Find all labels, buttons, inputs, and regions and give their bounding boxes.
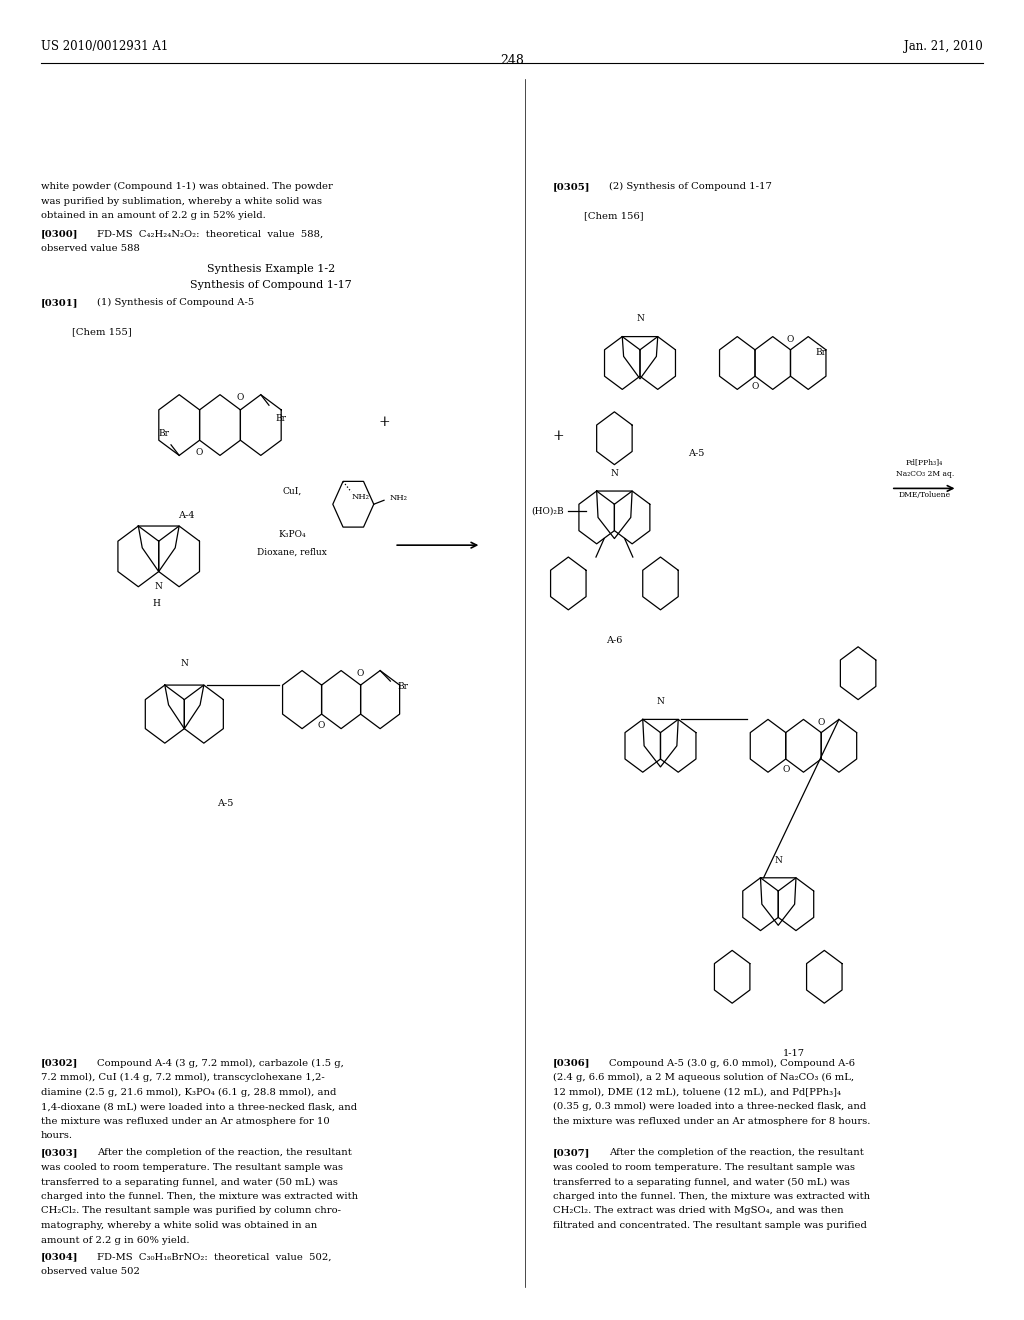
Text: After the completion of the reaction, the resultant: After the completion of the reaction, th… xyxy=(609,1148,864,1158)
Text: 248: 248 xyxy=(500,54,524,67)
Text: obtained in an amount of 2.2 g in 52% yield.: obtained in an amount of 2.2 g in 52% yi… xyxy=(41,211,265,220)
Text: A-4: A-4 xyxy=(178,511,195,520)
Text: [0307]: [0307] xyxy=(553,1148,590,1158)
Text: [0302]: [0302] xyxy=(41,1059,78,1068)
Text: CuI,: CuI, xyxy=(283,487,301,495)
Text: Compound A-4 (3 g, 7.2 mmol), carbazole (1.5 g,: Compound A-4 (3 g, 7.2 mmol), carbazole … xyxy=(97,1059,344,1068)
Text: transferred to a separating funnel, and water (50 mL) was: transferred to a separating funnel, and … xyxy=(41,1177,338,1187)
Text: Pd[PPh₃]₄: Pd[PPh₃]₄ xyxy=(906,458,943,466)
Text: [Chem 156]: [Chem 156] xyxy=(584,211,643,220)
Text: (2.4 g, 6.6 mmol), a 2 M aqueous solution of Na₂CO₃ (6 mL,: (2.4 g, 6.6 mmol), a 2 M aqueous solutio… xyxy=(553,1073,854,1082)
Text: A-5: A-5 xyxy=(688,449,705,458)
Text: (0.35 g, 0.3 mmol) were loaded into a three-necked flask, and: (0.35 g, 0.3 mmol) were loaded into a th… xyxy=(553,1102,866,1111)
Text: Br: Br xyxy=(815,348,826,356)
Text: transferred to a separating funnel, and water (50 mL) was: transferred to a separating funnel, and … xyxy=(553,1177,850,1187)
Text: Br: Br xyxy=(275,414,287,424)
Text: (2) Synthesis of Compound 1-17: (2) Synthesis of Compound 1-17 xyxy=(609,182,772,191)
Text: [0300]: [0300] xyxy=(41,230,79,239)
Text: was cooled to room temperature. The resultant sample was: was cooled to room temperature. The resu… xyxy=(553,1163,855,1172)
Text: N: N xyxy=(155,582,163,591)
Text: H: H xyxy=(153,599,161,609)
Text: N: N xyxy=(180,659,188,668)
Text: +: + xyxy=(552,429,564,442)
Text: FD-MS  C₃₀H₁₆BrNO₂:  theoretical  value  502,: FD-MS C₃₀H₁₆BrNO₂: theoretical value 502… xyxy=(97,1253,332,1262)
Text: CH₂Cl₂. The resultant sample was purified by column chro-: CH₂Cl₂. The resultant sample was purifie… xyxy=(41,1206,341,1216)
Text: [0306]: [0306] xyxy=(553,1059,591,1068)
Text: Na₂CO₃ 2M aq.: Na₂CO₃ 2M aq. xyxy=(896,470,953,478)
Text: 1,4-dioxane (8 mL) were loaded into a three-necked flask, and: 1,4-dioxane (8 mL) were loaded into a th… xyxy=(41,1102,357,1111)
Text: amount of 2.2 g in 60% yield.: amount of 2.2 g in 60% yield. xyxy=(41,1236,189,1245)
Text: 1-17: 1-17 xyxy=(782,1049,805,1059)
Text: white powder (Compound 1-1) was obtained. The powder: white powder (Compound 1-1) was obtained… xyxy=(41,182,333,191)
Text: Synthesis Example 1-2: Synthesis Example 1-2 xyxy=(207,264,336,275)
Text: N: N xyxy=(610,469,618,478)
Text: FD-MS  C₄₂H₂₄N₂O₂:  theoretical  value  588,: FD-MS C₄₂H₂₄N₂O₂: theoretical value 588, xyxy=(97,230,324,239)
Text: was cooled to room temperature. The resultant sample was: was cooled to room temperature. The resu… xyxy=(41,1163,343,1172)
Text: Jan. 21, 2010: Jan. 21, 2010 xyxy=(904,40,983,53)
Text: O: O xyxy=(752,383,759,391)
Text: Br: Br xyxy=(397,682,409,690)
Text: [0301]: [0301] xyxy=(41,298,79,308)
Text: O: O xyxy=(782,766,790,774)
Text: O: O xyxy=(817,718,825,726)
Text: NH₂: NH₂ xyxy=(389,494,408,502)
Text: Br: Br xyxy=(159,429,169,438)
Text: US 2010/0012931 A1: US 2010/0012931 A1 xyxy=(41,40,168,53)
Text: (HO)₂B: (HO)₂B xyxy=(531,507,564,515)
Text: matography, whereby a white solid was obtained in an: matography, whereby a white solid was ob… xyxy=(41,1221,317,1230)
Text: Synthesis of Compound 1-17: Synthesis of Compound 1-17 xyxy=(190,280,352,290)
Text: filtrated and concentrated. The resultant sample was purified: filtrated and concentrated. The resultan… xyxy=(553,1221,867,1230)
Text: O: O xyxy=(357,669,365,678)
Text: observed value 588: observed value 588 xyxy=(41,244,140,253)
Text: [0304]: [0304] xyxy=(41,1253,79,1262)
Text: charged into the funnel. Then, the mixture was extracted with: charged into the funnel. Then, the mixtu… xyxy=(553,1192,870,1201)
Text: diamine (2.5 g, 21.6 mmol), K₃PO₄ (6.1 g, 28.8 mmol), and: diamine (2.5 g, 21.6 mmol), K₃PO₄ (6.1 g… xyxy=(41,1088,336,1097)
Text: Dioxane, reflux: Dioxane, reflux xyxy=(257,548,327,556)
Text: 12 mmol), DME (12 mL), toluene (12 mL), and Pd[PPh₃]₄: 12 mmol), DME (12 mL), toluene (12 mL), … xyxy=(553,1088,841,1097)
Text: NH₂: NH₂ xyxy=(351,494,370,502)
Text: N: N xyxy=(656,697,665,706)
Text: charged into the funnel. Then, the mixture was extracted with: charged into the funnel. Then, the mixtu… xyxy=(41,1192,358,1201)
Text: N: N xyxy=(636,314,644,323)
Text: was purified by sublimation, whereby a white solid was: was purified by sublimation, whereby a w… xyxy=(41,197,322,206)
Text: O: O xyxy=(196,447,204,457)
Text: After the completion of the reaction, the resultant: After the completion of the reaction, th… xyxy=(97,1148,352,1158)
Text: observed value 502: observed value 502 xyxy=(41,1267,140,1276)
Text: K₃PO₄: K₃PO₄ xyxy=(279,531,305,539)
Text: [0305]: [0305] xyxy=(553,182,591,191)
Text: A-6: A-6 xyxy=(606,636,623,645)
Text: O: O xyxy=(317,721,326,730)
Text: (1) Synthesis of Compound A-5: (1) Synthesis of Compound A-5 xyxy=(97,298,255,308)
Text: +: + xyxy=(378,416,390,429)
Text: the mixture was refluxed under an Ar atmosphere for 10: the mixture was refluxed under an Ar atm… xyxy=(41,1117,330,1126)
Text: O: O xyxy=(786,335,795,343)
Text: O: O xyxy=(237,393,244,403)
Text: [0303]: [0303] xyxy=(41,1148,79,1158)
Text: N: N xyxy=(774,855,782,865)
Text: Compound A-5 (3.0 g, 6.0 mmol), Compound A-6: Compound A-5 (3.0 g, 6.0 mmol), Compound… xyxy=(609,1059,855,1068)
Text: DME/Toluene: DME/Toluene xyxy=(899,491,950,499)
Text: A-5: A-5 xyxy=(217,799,233,808)
Text: 7.2 mmol), CuI (1.4 g, 7.2 mmol), transcyclohexane 1,2-: 7.2 mmol), CuI (1.4 g, 7.2 mmol), transc… xyxy=(41,1073,325,1082)
Text: hours.: hours. xyxy=(41,1131,73,1140)
Text: [Chem 155]: [Chem 155] xyxy=(72,327,131,337)
Text: the mixture was refluxed under an Ar atmosphere for 8 hours.: the mixture was refluxed under an Ar atm… xyxy=(553,1117,870,1126)
Text: CH₂Cl₂. The extract was dried with MgSO₄, and was then: CH₂Cl₂. The extract was dried with MgSO₄… xyxy=(553,1206,844,1216)
